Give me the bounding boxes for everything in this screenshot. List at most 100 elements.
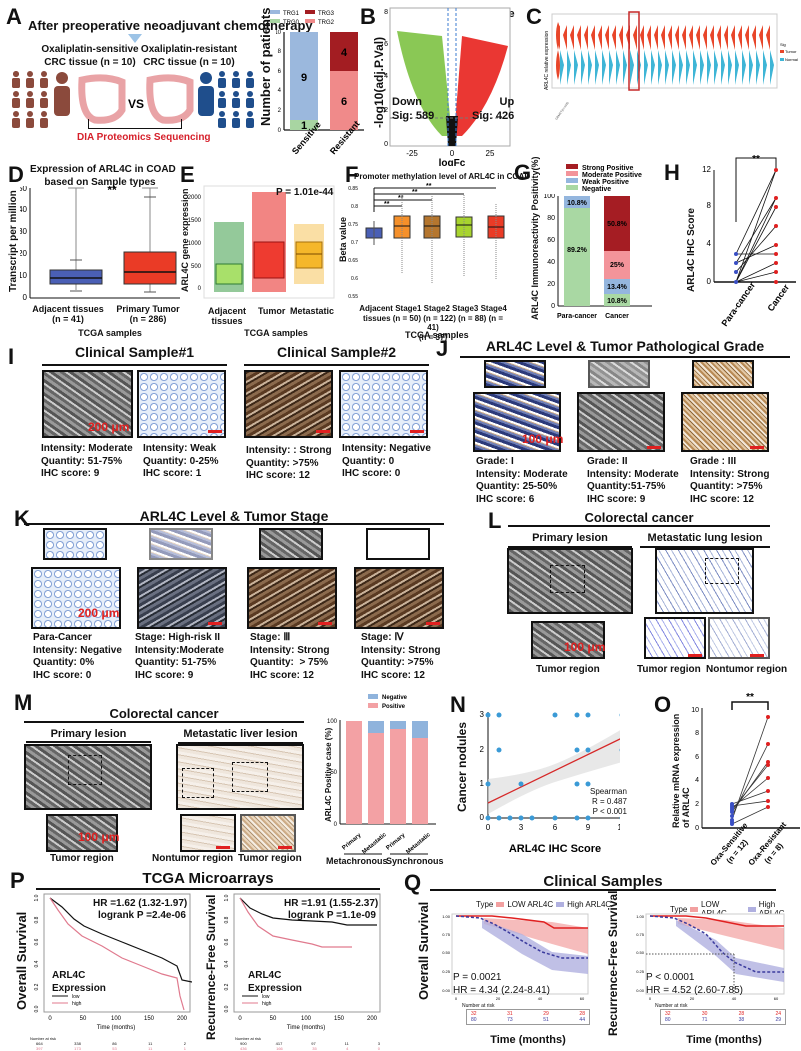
svg-text:0.0: 0.0 xyxy=(34,1005,40,1012)
ihc-caption-1: Intensity: Moderate Quantity: 51-75% IHC… xyxy=(41,443,133,479)
svg-text:0.4: 0.4 xyxy=(34,960,40,967)
svg-text:0.00: 0.00 xyxy=(442,988,451,993)
q-right-risk-table: 32 30 28 24 80 71 38 29 xyxy=(660,1009,786,1025)
svg-text:Cancer: Cancer xyxy=(605,313,629,320)
ihc-image-sample1-tumor xyxy=(42,370,133,438)
svg-text:0.55: 0.55 xyxy=(348,294,358,300)
svg-text:1.0: 1.0 xyxy=(34,894,40,901)
p-right-ylabel: Recurrence-Free Survival xyxy=(204,894,218,1040)
volcano-plot: 0 2 4 6 8 -25 0 25 logFc xyxy=(384,7,511,166)
q-left-xlabel: Time (months) xyxy=(490,1034,566,1046)
scale-bar-label: 200 μm xyxy=(88,420,130,434)
svg-text:10: 10 xyxy=(20,271,28,280)
trg-legend: TRG1 TRG3 TRG0 TRG2 xyxy=(270,8,340,28)
l-primary-zoom xyxy=(531,621,605,659)
svg-text:-25: -25 xyxy=(406,149,418,158)
m-title: Colorectal cancer xyxy=(109,706,219,721)
m-metastatic-label: Metastatic liver lesion xyxy=(183,728,298,740)
svg-text:0.00: 0.00 xyxy=(636,988,645,993)
svg-text:50: 50 xyxy=(20,186,28,193)
l-title: Colorectal cancer xyxy=(584,510,694,525)
svg-text:50: 50 xyxy=(270,1016,277,1022)
down-arrow-icon xyxy=(128,34,142,43)
svg-text:0: 0 xyxy=(707,277,712,286)
svg-text:0.8: 0.8 xyxy=(351,204,358,210)
svg-text:0: 0 xyxy=(238,1016,242,1022)
p-right-hr: HR =1.91 (1.55-2.37) xyxy=(284,898,379,909)
svg-text:6: 6 xyxy=(278,69,282,75)
svg-text:8: 8 xyxy=(384,9,388,16)
panel-label-o: O xyxy=(654,692,672,717)
svg-text:Para-cancer: Para-cancer xyxy=(557,313,597,320)
svg-text:10.8%: 10.8% xyxy=(567,200,588,207)
svg-text:logFc: logFc xyxy=(439,158,466,166)
svg-text:10: 10 xyxy=(691,707,699,714)
svg-text:25: 25 xyxy=(486,149,495,158)
f-xlabel: TCGA samples xyxy=(405,330,469,340)
q-left-legend: Type LOW ARL4C High ARL4C xyxy=(476,900,612,909)
j-caption-3: Grade : III Intensity: Strong Quantity: … xyxy=(690,456,770,505)
m-scale-label: 100 μm xyxy=(78,830,120,844)
ihc-image-sample2-normal xyxy=(339,370,428,438)
svg-text:0: 0 xyxy=(384,141,388,148)
j-grade1-overview xyxy=(484,360,546,388)
svg-text:40: 40 xyxy=(20,205,28,214)
svg-text:2: 2 xyxy=(278,108,282,114)
svg-text:0.65: 0.65 xyxy=(348,258,358,264)
svg-text:0: 0 xyxy=(551,303,555,310)
svg-text:4: 4 xyxy=(341,47,348,59)
q-right-ylabel: Recurrence-Free Survival xyxy=(606,890,620,1036)
svg-text:0.6: 0.6 xyxy=(34,938,40,945)
m-group-metachronous: Metachronous xyxy=(326,856,388,866)
j-grade3-zoom xyxy=(681,392,769,452)
panel-label-f: F xyxy=(345,162,359,187)
p-right-risk-low: 900 417 97 11 3 xyxy=(240,1041,380,1046)
svg-text:TRG0: TRG0 xyxy=(283,20,300,26)
a-ylabel: Number of patients xyxy=(258,7,273,126)
svg-text:**: ** xyxy=(426,183,432,190)
svg-text:Moderate Positive: Moderate Positive xyxy=(582,172,642,179)
colon-illustration-sensitive xyxy=(78,74,126,124)
svg-text:3: 3 xyxy=(519,823,524,832)
svg-text:ARL4C IHC Score: ARL4C IHC Score xyxy=(509,843,601,855)
svg-text:2: 2 xyxy=(695,801,699,808)
l-met-tumor-label: Tumor region xyxy=(637,664,701,675)
k-stage4-overview xyxy=(366,528,430,560)
k-caption-1: Para-Cancer Intensity: Negative Quantity… xyxy=(33,632,122,681)
sensitive-group-label: Oxaliplatin-sensitive CRC tissue (n = 10… xyxy=(41,44,139,68)
m-nontumor-label: Nontumor region xyxy=(152,853,234,864)
m-group-synchronous: Synchronous xyxy=(386,856,444,866)
svg-text:20: 20 xyxy=(690,996,695,1001)
d-boxplot: 0 10 20 30 40 50 ** xyxy=(20,186,180,302)
coad-highlight-box xyxy=(628,11,640,91)
svg-text:2: 2 xyxy=(384,107,388,114)
l-met-tumor-zoom xyxy=(644,617,706,659)
panel-label-l: L xyxy=(488,508,502,533)
p-right-legend-title: ARL4C Expression xyxy=(248,970,302,994)
svg-text:Negative: Negative xyxy=(582,186,611,193)
j-title: ARL4C Level & Tumor Pathological Grade xyxy=(485,338,765,354)
vs-text: VS xyxy=(128,97,144,111)
k-caption-3: Stage: Ⅲ Intensity: Strong Quantity: > 7… xyxy=(250,632,330,681)
j-grade2-overview xyxy=(588,360,650,388)
svg-text:0.25: 0.25 xyxy=(442,969,451,974)
svg-text:6: 6 xyxy=(553,823,558,832)
panel-label-c: C xyxy=(526,4,542,29)
l-primary-label: Primary lesion xyxy=(532,532,608,544)
svg-text:1: 1 xyxy=(480,779,485,788)
svg-text:9: 9 xyxy=(301,72,307,84)
j-caption-2: Grade: II Intensity: Moderate Quantity:5… xyxy=(587,456,679,505)
up-sig-label: Up Sig: 426 xyxy=(472,96,515,122)
panel-label-n: N xyxy=(450,692,466,717)
q-left-risk-table: 32 31 29 28 80 73 51 44 xyxy=(466,1009,590,1025)
svg-text:**: ** xyxy=(412,189,418,196)
panel-label-h: H xyxy=(664,160,680,185)
svg-text:1.00: 1.00 xyxy=(442,914,451,919)
svg-text:Cancer: Cancer xyxy=(765,282,791,313)
svg-text:0.7: 0.7 xyxy=(351,240,358,246)
svg-text:0: 0 xyxy=(486,823,491,832)
q-right-risk-title: Number at risk xyxy=(655,1003,688,1009)
svg-text:low: low xyxy=(72,994,80,1000)
f-categories: Adjacent Stage1 Stage2 Stage3 Stage4 tiss… xyxy=(359,304,507,342)
down-sig-label: Down Sig: 589 xyxy=(392,96,435,122)
